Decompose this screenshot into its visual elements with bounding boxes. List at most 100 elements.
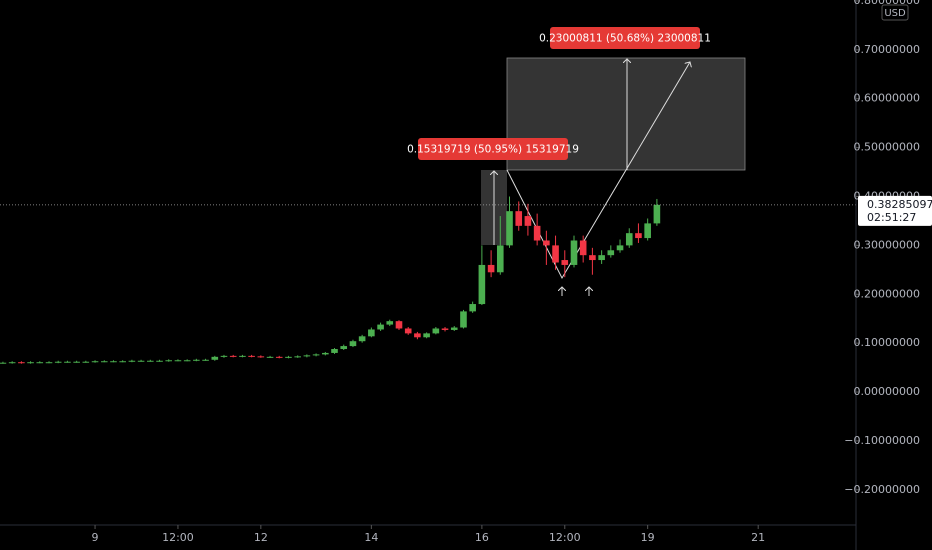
candle-body	[73, 361, 80, 363]
candle-body	[91, 361, 99, 363]
candle-body	[322, 352, 329, 355]
candle-body	[432, 328, 440, 334]
candle-body	[487, 264, 495, 273]
time-axis-bg	[0, 525, 856, 550]
candle-body	[524, 216, 532, 226]
candle-body	[469, 304, 476, 312]
x-tick-label: 14	[364, 531, 378, 544]
candle-body	[533, 225, 541, 241]
candle-body	[331, 349, 338, 353]
candle-body	[404, 328, 412, 334]
candle-body	[239, 355, 246, 357]
measure-label: 0.15319719 (50.95%) 15319719	[407, 144, 579, 156]
last-price-box	[858, 195, 932, 226]
y-tick-label: 0.10000000	[854, 336, 920, 349]
candle-body	[450, 327, 458, 330]
candle-body	[358, 336, 366, 342]
price-axis-bg	[856, 0, 932, 550]
candle-body	[18, 362, 25, 364]
candle-body	[616, 245, 624, 251]
y-tick-label: 0.60000000	[854, 92, 920, 105]
x-tick-label: 12:00	[162, 531, 194, 544]
label-box	[550, 27, 700, 49]
candle-body	[110, 361, 117, 363]
axes: 0.80000000 0.70000000 0.60000000 0.50000000…	[92, 0, 932, 544]
candle-body	[294, 356, 301, 358]
y-tick-label: 0.30000000	[854, 238, 920, 251]
candles	[0, 196, 856, 364]
candle-body	[386, 321, 394, 325]
y-tick-label: 0.80000000	[854, 0, 920, 7]
candle-body	[174, 360, 182, 362]
countdown-label: 02:51:27	[867, 211, 916, 224]
measure-label: 0.23000811 (50.68%) 23000811	[539, 33, 711, 45]
currency-box	[881, 4, 909, 21]
candle-body	[45, 362, 53, 364]
candle-body	[349, 341, 357, 347]
candle-body	[478, 264, 486, 305]
candle-body	[312, 354, 320, 356]
candle-body	[183, 360, 191, 362]
candle-body	[377, 324, 384, 330]
candle-body	[211, 356, 219, 360]
x-tick-label: 9	[92, 531, 99, 544]
x-tick-label: 12:00	[549, 531, 581, 544]
candle-body	[303, 355, 311, 357]
candle-body	[202, 359, 209, 361]
candle-body	[552, 245, 559, 263]
candle-body	[165, 360, 173, 362]
candle-body	[82, 361, 90, 363]
y-tick-label: 0.50000000	[854, 141, 920, 154]
y-tick-label: 0.00000000	[854, 385, 920, 398]
candle-body	[193, 359, 200, 361]
candle-body	[147, 360, 154, 362]
candle-body	[368, 329, 375, 337]
candle-body	[340, 346, 348, 350]
candle-body	[635, 233, 642, 239]
candle-body	[625, 233, 633, 246]
candle-body	[229, 355, 237, 357]
y-tick-label: 0.20000000	[854, 287, 920, 300]
candle-body	[220, 355, 228, 357]
label-box	[418, 138, 568, 160]
candle-body	[36, 362, 44, 364]
y-tick-label: 0.70000000	[854, 43, 920, 56]
y-tick-label: −0.10000000	[844, 434, 920, 447]
candle-body	[570, 240, 578, 265]
y-tick-label: −0.20000000	[844, 483, 920, 496]
candle-body	[653, 204, 661, 224]
candle-body	[156, 360, 163, 362]
candle-body	[543, 240, 550, 246]
candle-body	[460, 311, 467, 328]
candle-body	[257, 356, 265, 358]
candle-body	[266, 356, 274, 358]
candle-body	[414, 333, 421, 338]
candle-body	[607, 250, 615, 256]
candle-body	[423, 333, 430, 338]
candle-body	[119, 361, 126, 363]
candle-body	[441, 328, 449, 330]
currency: USD	[884, 8, 906, 19]
candle-body	[27, 362, 34, 364]
candle-body	[248, 355, 255, 357]
candle-body	[128, 360, 136, 362]
x-tick-label: 12	[254, 531, 268, 544]
candle-body	[137, 360, 145, 362]
candle-body	[561, 260, 569, 265]
x-tick-label: 21	[751, 531, 765, 544]
pattern-line	[506, 62, 690, 280]
candle-body	[275, 356, 283, 358]
candle-body	[589, 255, 596, 261]
candle-body	[64, 361, 71, 363]
candle-body	[54, 361, 62, 363]
candle-body	[285, 356, 292, 358]
candle-body	[395, 321, 403, 329]
last-price-label: 0.38285097	[867, 198, 932, 211]
drawing-labels: 0.15319719 (50.95%) 15319719 0.23000811 …	[407, 27, 711, 160]
candle-body	[644, 223, 651, 239]
candle-body	[506, 211, 513, 246]
candle-body	[515, 211, 523, 226]
